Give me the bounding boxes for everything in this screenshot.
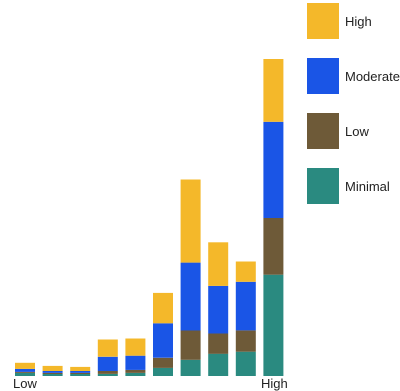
bar-moderate-1 <box>15 368 35 372</box>
bar-high-1 <box>15 362 35 369</box>
bar-high-9 <box>235 261 256 282</box>
bar-low-10 <box>263 218 284 275</box>
bar-minimal-4 <box>97 374 118 376</box>
bar-minimal-7 <box>180 359 201 376</box>
bar-minimal-10 <box>263 274 284 376</box>
bar-low-8 <box>208 333 229 354</box>
bar-high-2 <box>42 365 63 371</box>
bar-moderate-4 <box>97 356 118 371</box>
bar-minimal-9 <box>235 351 256 376</box>
bar-moderate-6 <box>153 323 173 358</box>
x-axis-high-label: High <box>261 376 288 391</box>
bars-group <box>15 59 284 376</box>
legend-label-low: Low <box>345 124 369 139</box>
bar-minimal-1 <box>15 373 35 376</box>
bar-minimal-8 <box>208 353 229 376</box>
bar-moderate-2 <box>42 370 63 373</box>
bar-low-5 <box>125 369 146 373</box>
bar-minimal-5 <box>125 373 146 376</box>
bar-high-3 <box>70 366 91 371</box>
bar-moderate-3 <box>70 370 91 373</box>
bar-high-10 <box>263 59 284 122</box>
legend-swatch-minimal <box>307 168 339 204</box>
bar-high-8 <box>208 242 229 286</box>
legend: High Moderate Low Minimal <box>307 3 400 204</box>
legend-label-minimal: Minimal <box>345 179 390 194</box>
bar-low-4 <box>97 370 118 374</box>
bar-minimal-2 <box>42 374 63 376</box>
legend-swatch-high <box>307 3 339 39</box>
legend-swatch-moderate <box>307 58 339 94</box>
bar-moderate-10 <box>263 121 284 218</box>
bar-moderate-7 <box>180 262 201 331</box>
bar-low-7 <box>180 330 201 360</box>
bar-low-1 <box>15 371 35 373</box>
legend-label-high: High <box>345 14 372 29</box>
bar-low-6 <box>153 357 173 368</box>
bar-moderate-5 <box>125 355 146 370</box>
bar-low-9 <box>235 330 256 352</box>
bar-moderate-9 <box>235 281 256 331</box>
legend-swatch-low <box>307 113 339 149</box>
legend-label-moderate: Moderate <box>345 69 400 84</box>
bar-high-6 <box>153 292 173 324</box>
bar-minimal-6 <box>153 367 173 376</box>
bar-high-7 <box>180 179 201 263</box>
bar-low-2 <box>42 373 63 374</box>
bar-moderate-8 <box>208 285 229 334</box>
bar-low-3 <box>70 373 91 374</box>
bar-minimal-3 <box>70 374 91 376</box>
bar-high-5 <box>125 338 146 356</box>
x-axis-low-label: Low <box>13 376 37 391</box>
bar-high-4 <box>97 339 118 357</box>
